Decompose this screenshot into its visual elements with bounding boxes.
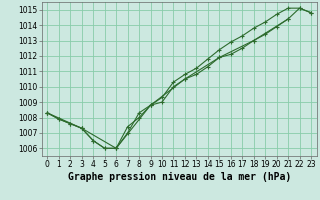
X-axis label: Graphe pression niveau de la mer (hPa): Graphe pression niveau de la mer (hPa) (68, 172, 291, 182)
